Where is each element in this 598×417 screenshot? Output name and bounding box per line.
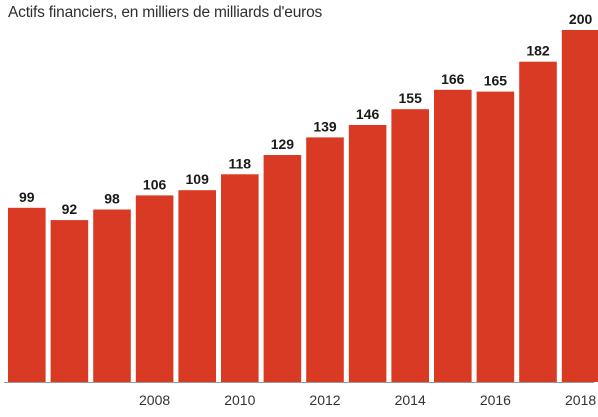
data-label-2016: 165 xyxy=(484,73,508,89)
data-label-2009: 109 xyxy=(186,171,210,187)
x-tick-label-2010: 2010 xyxy=(224,392,255,408)
data-label-2007: 98 xyxy=(104,191,120,207)
bar-2012 xyxy=(306,137,344,382)
data-label-2018: 200 xyxy=(569,11,593,27)
bar-2011 xyxy=(263,155,302,382)
x-tick-label-2012: 2012 xyxy=(309,392,340,408)
data-label-2013: 146 xyxy=(356,106,380,122)
bar-2014 xyxy=(391,109,429,382)
x-tick-label-2016: 2016 xyxy=(480,392,511,408)
bar-2010 xyxy=(221,174,259,382)
data-label-2015: 166 xyxy=(441,71,465,87)
data-label-2017: 182 xyxy=(526,43,550,59)
x-tick-label-2014: 2014 xyxy=(395,392,426,408)
bar-2016 xyxy=(476,91,515,382)
data-label-2012: 139 xyxy=(313,118,337,134)
bar-2007 xyxy=(93,209,131,382)
bar-2009 xyxy=(178,190,216,382)
data-label-2011: 129 xyxy=(271,136,295,152)
bar-2018 xyxy=(561,30,598,382)
data-label-2006: 92 xyxy=(62,201,78,217)
data-label-2014: 155 xyxy=(399,90,423,106)
bar-2015 xyxy=(434,89,472,383)
bar-2017 xyxy=(519,61,557,382)
data-label-2005: 99 xyxy=(19,189,35,205)
x-tick-label-2018: 2018 xyxy=(565,392,596,408)
bar-2005 xyxy=(8,207,46,382)
x-tick-label-2008: 2008 xyxy=(139,392,170,408)
data-label-2010: 118 xyxy=(229,155,252,171)
bar-2013 xyxy=(348,125,387,382)
bar-2008 xyxy=(135,195,174,382)
chart-title: Actifs financiers, en milliers de millia… xyxy=(8,4,323,21)
bar-2006 xyxy=(50,220,89,382)
data-label-2008: 106 xyxy=(143,176,167,192)
